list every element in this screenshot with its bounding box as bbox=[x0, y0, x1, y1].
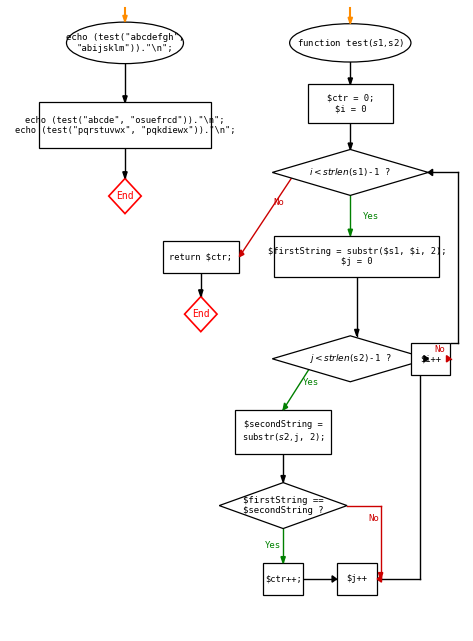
Polygon shape bbox=[199, 290, 203, 296]
Text: Yes: Yes bbox=[265, 541, 281, 550]
Bar bbox=[163, 241, 239, 272]
Text: $j++: $j++ bbox=[346, 574, 368, 583]
Polygon shape bbox=[447, 356, 451, 362]
Bar bbox=[274, 236, 439, 278]
Text: return $ctr;: return $ctr; bbox=[169, 252, 232, 261]
Polygon shape bbox=[272, 336, 428, 382]
Polygon shape bbox=[123, 15, 127, 22]
Polygon shape bbox=[348, 229, 352, 236]
Polygon shape bbox=[184, 297, 217, 331]
Text: $firstString = substr($s1, $i, 2);
$j = 0: $firstString = substr($s1, $i, 2); $j = … bbox=[268, 247, 446, 267]
Polygon shape bbox=[283, 403, 288, 410]
Polygon shape bbox=[239, 250, 244, 256]
Polygon shape bbox=[424, 356, 428, 362]
Polygon shape bbox=[428, 169, 433, 176]
Polygon shape bbox=[355, 329, 359, 336]
Text: No: No bbox=[435, 345, 446, 354]
Polygon shape bbox=[281, 476, 285, 482]
Bar bbox=[308, 85, 393, 122]
Text: function test($s1, $s2): function test($s1, $s2) bbox=[297, 37, 404, 49]
Polygon shape bbox=[348, 78, 352, 85]
Polygon shape bbox=[378, 572, 383, 579]
Text: $ctr++;: $ctr++; bbox=[265, 574, 301, 583]
Polygon shape bbox=[332, 576, 336, 582]
Text: $secondString =
substr($s2, $j, 2);: $secondString = substr($s2, $j, 2); bbox=[242, 420, 324, 444]
Polygon shape bbox=[109, 178, 141, 213]
Text: Yes: Yes bbox=[302, 378, 318, 387]
Text: $i++: $i++ bbox=[420, 354, 441, 363]
Polygon shape bbox=[272, 149, 428, 196]
Polygon shape bbox=[281, 556, 285, 563]
Text: End: End bbox=[116, 191, 134, 201]
Bar bbox=[236, 410, 331, 454]
Text: echo (test("abcde", "osuefrcd"))."\n";
echo (test("pqrstuvwx", "pqkdiewx"))."\n": echo (test("abcde", "osuefrcd"))."\n"; e… bbox=[15, 115, 235, 135]
Polygon shape bbox=[377, 576, 382, 582]
Polygon shape bbox=[219, 483, 347, 529]
Bar bbox=[411, 343, 450, 375]
Ellipse shape bbox=[289, 24, 411, 62]
Text: $ctr = 0;
$i = 0: $ctr = 0; $i = 0 bbox=[327, 94, 374, 113]
Ellipse shape bbox=[67, 22, 184, 63]
Polygon shape bbox=[348, 143, 352, 149]
Polygon shape bbox=[123, 96, 127, 102]
Polygon shape bbox=[348, 17, 352, 24]
Bar bbox=[263, 563, 303, 595]
Polygon shape bbox=[123, 172, 127, 178]
Text: Yes: Yes bbox=[363, 212, 379, 221]
Text: $i < strlen($s1)-1 ?: $i < strlen($s1)-1 ? bbox=[309, 167, 391, 178]
Bar bbox=[39, 102, 210, 148]
Text: No: No bbox=[369, 514, 379, 523]
Text: echo (test("abcdefgh",
"abijsklm"))."\n";: echo (test("abcdefgh", "abijsklm"))."\n"… bbox=[66, 33, 184, 53]
Text: $firstString ==
$secondString ?: $firstString == $secondString ? bbox=[243, 496, 324, 515]
Bar bbox=[337, 563, 377, 595]
Text: End: End bbox=[192, 309, 210, 319]
Text: No: No bbox=[273, 198, 284, 207]
Text: $j < strlen($s2)-1 ?: $j < strlen($s2)-1 ? bbox=[309, 353, 392, 365]
